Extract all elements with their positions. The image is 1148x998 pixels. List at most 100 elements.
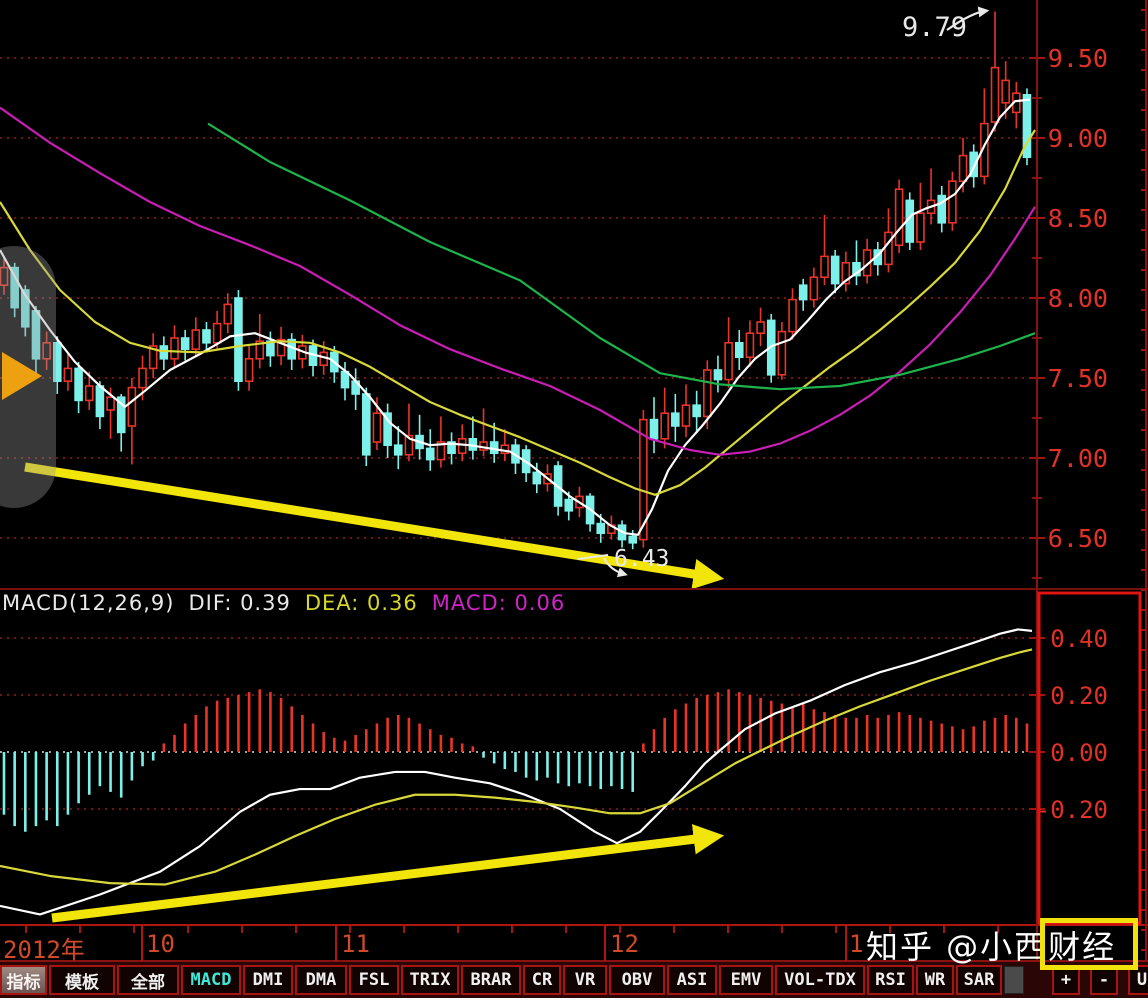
- macd-line-DEA: [0, 648, 1033, 886]
- candle-down: [180, 337, 190, 350]
- candle-down: [10, 266, 19, 309]
- macd-axis-label: 0.40: [1050, 625, 1108, 653]
- candle-up: [276, 338, 286, 357]
- candle-down: [202, 329, 211, 344]
- candle-down: [649, 418, 659, 440]
- toolbar-tab-EMV[interactable]: EMV: [719, 965, 773, 995]
- candle-down: [234, 297, 243, 382]
- candle-up: [820, 255, 829, 278]
- price-axis-label: 8.00: [1048, 284, 1108, 313]
- toolbar-tab-WR[interactable]: WR: [916, 965, 954, 995]
- candle-down: [74, 367, 83, 402]
- right-arrow-icon: [2, 352, 42, 400]
- candle-down: [116, 396, 126, 434]
- candle-down: [564, 498, 574, 512]
- candle-down: [969, 151, 978, 178]
- candle-up: [809, 276, 819, 301]
- ma-line-MA10: [0, 129, 1036, 496]
- date-label-1: 1: [849, 930, 864, 958]
- candle-up: [639, 418, 648, 541]
- toolbar-tab-模板[interactable]: 模板: [49, 965, 115, 995]
- carousel-next-overlay[interactable]: [0, 246, 56, 508]
- candle-down: [52, 341, 62, 382]
- high-price-annotation: 9.79: [902, 12, 967, 43]
- toolbar-tab-MACD[interactable]: MACD: [181, 965, 241, 995]
- date-label-11: 11: [341, 930, 370, 958]
- ma-line-MA60: [207, 122, 1036, 391]
- candle-down: [447, 441, 456, 454]
- toolbar-tab-OBV[interactable]: OBV: [609, 965, 665, 995]
- toolbar-tab-FSL[interactable]: FSL: [349, 965, 399, 995]
- candle-down: [798, 284, 808, 301]
- candle-up: [372, 412, 382, 443]
- price-axis-label: 9.50: [1048, 44, 1108, 73]
- macd-axis-label: -0.20: [1036, 796, 1108, 824]
- candle-up: [404, 434, 414, 456]
- toolbar-drag-handle[interactable]: [1004, 966, 1024, 994]
- toolbar-zoom-button-+[interactable]: +: [1052, 965, 1080, 995]
- low-price-annotation: 6.43: [614, 546, 669, 572]
- toolbar-tab-DMA[interactable]: DMA: [295, 965, 347, 995]
- toolbar-tab-全部[interactable]: 全部: [117, 965, 179, 995]
- candle-up: [1001, 79, 1010, 104]
- candle-down: [713, 369, 723, 381]
- candle-up: [894, 188, 904, 246]
- toolbar-tab-VR[interactable]: VR: [563, 965, 607, 995]
- toolbar-tab-SAR[interactable]: SAR: [956, 965, 1002, 995]
- candle-down: [393, 444, 403, 456]
- candle-up: [841, 261, 851, 285]
- candle-up: [223, 303, 233, 325]
- macd-indicator-header: MACD(12,26,9) DIF: 0.39 DEA: 0.36 MACD: …: [2, 588, 565, 618]
- low-annotation-dash: [577, 554, 609, 560]
- candle-up: [990, 66, 1000, 123]
- price-axis-label: 9.00: [1048, 124, 1108, 153]
- candle-up: [106, 396, 115, 411]
- candle-down: [159, 345, 169, 360]
- ma-line-MA5: [0, 98, 1031, 536]
- toolbar-tab-指标[interactable]: 指标: [0, 965, 47, 995]
- candle-down: [692, 404, 701, 418]
- candle-up: [63, 367, 73, 382]
- toolbar-tab-TRIX[interactable]: TRIX: [401, 965, 459, 995]
- kline-macd-chart-canvas: 9.50 9.00 8.50 8.00 7.50 7.00 6.50 0.40 0.20 0.00…: [0, 0, 1148, 962]
- candle-up: [191, 329, 201, 351]
- toolbar-tab-BRAR[interactable]: BRAR: [461, 965, 521, 995]
- candle-up: [255, 340, 265, 360]
- date-label-10: 10: [146, 930, 175, 958]
- candle-up: [0, 266, 9, 287]
- watermark-text: 知乎 @小西财经: [866, 928, 1117, 966]
- candle-up: [724, 341, 733, 381]
- downtrend-arrow: [24, 462, 725, 590]
- candle-down: [596, 522, 606, 534]
- toolbar-tab-ASI[interactable]: ASI: [667, 965, 717, 995]
- toolbar-tab-CR[interactable]: CR: [523, 965, 561, 995]
- candle-down: [937, 194, 947, 224]
- toolbar-tab-RSI[interactable]: RSI: [867, 965, 914, 995]
- indicator-toolbar: 指标 模板 全部 MACD DMI DMA FSL TRIX BRAR CR VR OBV ASI EMV…: [0, 962, 1148, 998]
- candle-up: [958, 154, 968, 183]
- toolbar-zoom-button--[interactable]: -: [1090, 965, 1118, 995]
- candle-up: [127, 386, 137, 427]
- candle-up: [42, 341, 51, 360]
- dif-value-label: DIF: 0.39: [188, 591, 291, 615]
- candle-up: [980, 122, 989, 178]
- candle-up: [660, 412, 669, 440]
- candle-down: [830, 255, 840, 285]
- candle-up: [756, 321, 765, 334]
- candle-up: [170, 337, 179, 360]
- macd-formula-label: MACD(12,26,9): [2, 591, 175, 615]
- uptrend-arrow: [51, 824, 725, 923]
- macd-axis-label: 0.20: [1050, 682, 1108, 710]
- toolbar-tab-DMI[interactable]: DMI: [243, 965, 293, 995]
- candle-up: [138, 367, 147, 389]
- toolbar-tab-VOL-TDX[interactable]: VOL-TDX: [775, 965, 865, 995]
- candle-up: [948, 180, 957, 224]
- candle-down: [266, 340, 275, 357]
- date-label-12: 12: [610, 930, 639, 958]
- candle-down: [671, 412, 680, 427]
- candle-down: [362, 393, 371, 456]
- candle-down: [95, 385, 105, 418]
- toolbar-zoom-button-U[interactable]: U: [1128, 965, 1148, 995]
- candle-down: [734, 341, 744, 358]
